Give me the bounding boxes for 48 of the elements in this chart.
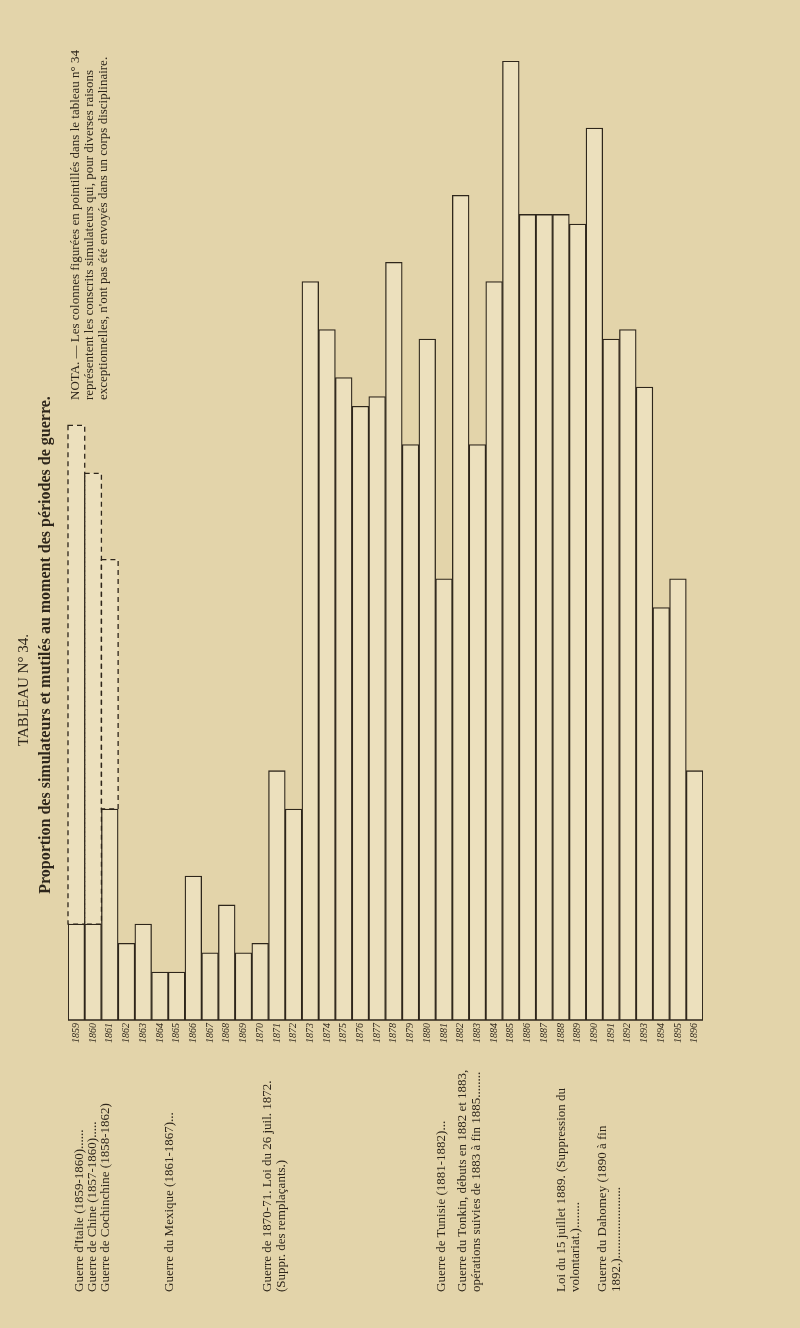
x-tick-label: 1881 <box>437 1023 449 1043</box>
x-tick-label: 1880 <box>420 1023 432 1043</box>
x-tick-label: 1875 <box>337 1023 349 1043</box>
x-tick-label: 1883 <box>471 1023 483 1043</box>
x-tick-label: 1896 <box>688 1023 700 1043</box>
text: Guerre de Tunisie (1881-1882)... <box>433 1120 449 1292</box>
text: TABLEAU N° 34. <box>14 634 31 746</box>
x-tick-label: 1884 <box>487 1023 499 1043</box>
x-tick-label: 1861 <box>103 1023 115 1043</box>
text: Proportion des simulateurs et mutilés au moment des périodes de guerre. <box>36 396 55 894</box>
text: Loi du 15 juillet 1889. (Suppression du volontariat.)........ <box>553 1087 583 1292</box>
x-tick-label: 1885 <box>504 1023 516 1043</box>
x-tick-label: 1891 <box>604 1023 616 1043</box>
x-tick-label: 1889 <box>571 1023 583 1043</box>
x-tick-label: 1862 <box>120 1023 132 1043</box>
x-tick-label: 1877 <box>370 1022 382 1043</box>
text: Guerre du Mexique (1861-1867)... <box>161 1112 177 1292</box>
x-tick-label: 1894 <box>654 1023 666 1043</box>
text: Guerre de 1870-71. Loi du 26 juil. 1872. (Suppr. des remplaçants.) <box>259 1080 289 1292</box>
x-tick-label: 1882 <box>454 1023 466 1043</box>
x-tick-label: 1873 <box>303 1023 315 1043</box>
x-tick-label: 1860 <box>86 1023 98 1043</box>
annotation: NOTA. — Les colonnes figurées en pointillés dans le tableau n° 34 représentent les conscrits simulateurs qui, pour diverses raisons exceptionnelles, n'ont pas été envoyés dans un corps disciplinaire. <box>67 49 111 400</box>
x-tick-label: 1895 <box>671 1023 683 1043</box>
x-tick-label: 1867 <box>203 1022 215 1043</box>
x-tick-label: 1888 <box>554 1023 566 1043</box>
x-tick-label: 1864 <box>153 1023 165 1043</box>
x-tick-label: 1876 <box>354 1023 366 1043</box>
x-tick-label: 1859 <box>69 1023 81 1043</box>
x-tick-label: 1874 <box>320 1023 332 1043</box>
x-tick-label: 1878 <box>387 1023 399 1043</box>
x-tick-label: 1879 <box>404 1023 416 1043</box>
x-tick-label: 1893 <box>638 1023 650 1043</box>
text: Guerre du Tonkin, débuts en 1882 et 1883, opérations suivies de 1883 à fin 1885........ <box>454 1069 484 1292</box>
x-tick-label: 1870 <box>253 1023 265 1043</box>
x-tick-label: 1868 <box>220 1023 232 1043</box>
text: Guerre du Dahomey (1890 à fin 1892.)...................... <box>594 1125 624 1292</box>
x-tick-label: 1890 <box>588 1023 600 1043</box>
x-tick-label: 1872 <box>287 1023 299 1043</box>
x-tick-label: 1892 <box>621 1023 633 1043</box>
x-tick-label: 1887 <box>537 1022 549 1043</box>
x-tick-label: 1886 <box>521 1023 533 1043</box>
x-tick-label: 1863 <box>136 1023 148 1043</box>
x-tick-label: 1866 <box>186 1023 198 1043</box>
x-tick-label: 1869 <box>237 1023 249 1043</box>
x-tick-label: 1871 <box>270 1023 282 1043</box>
text: Guerre d'Italie (1859-1860)...... <box>71 1129 87 1292</box>
x-tick-label: 1865 <box>170 1023 182 1043</box>
